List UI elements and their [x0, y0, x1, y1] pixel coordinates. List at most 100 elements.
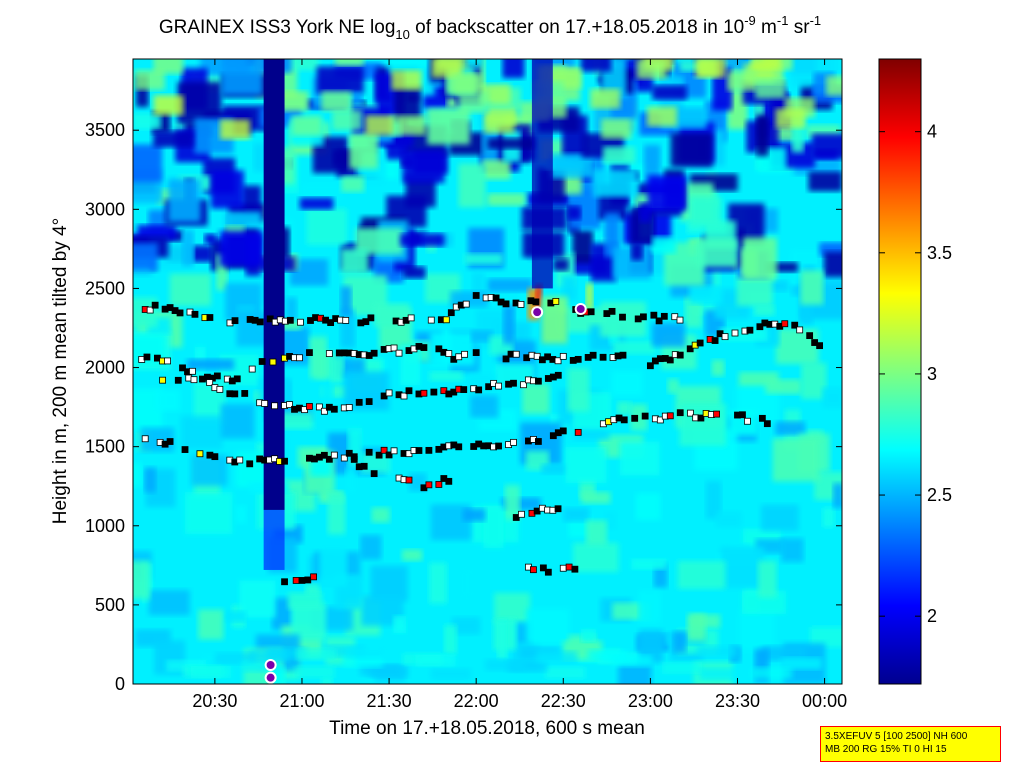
texture-cell — [332, 110, 363, 131]
layer-marker — [510, 379, 517, 387]
texture-cell — [567, 367, 590, 412]
layer-marker — [367, 314, 375, 322]
texture-cell — [775, 421, 806, 436]
texture-cell — [360, 535, 382, 560]
texture-cell — [482, 159, 511, 180]
layer-marker — [640, 313, 647, 321]
texture-cell — [636, 59, 667, 79]
layer-marker — [816, 342, 824, 350]
texture-cell — [536, 651, 577, 664]
layer-marker — [447, 309, 455, 317]
texture-cell — [541, 463, 568, 475]
layer-marker — [325, 350, 333, 357]
texture-cell — [133, 243, 158, 270]
layer-marker — [455, 353, 463, 361]
low-column — [531, 59, 553, 289]
layer-marker — [559, 564, 567, 572]
layer-marker — [512, 350, 520, 358]
texture-cell — [349, 134, 378, 169]
texture-cell — [253, 143, 266, 172]
texture-cell — [580, 629, 596, 643]
layer-marker — [599, 353, 607, 361]
layer-marker — [646, 362, 654, 370]
colorbar-tick-label: 3 — [927, 364, 937, 384]
texture-cell — [604, 212, 620, 257]
layer-marker — [296, 354, 303, 362]
layer-marker — [696, 339, 704, 347]
texture-cell — [345, 467, 357, 494]
texture-cell — [487, 193, 526, 206]
layer-marker — [181, 446, 189, 453]
texture-cell — [522, 383, 550, 414]
texture-cell — [727, 90, 748, 130]
layer-marker — [472, 349, 480, 356]
texture-cell — [638, 590, 661, 624]
layer-marker — [455, 443, 463, 451]
layer-marker — [520, 381, 527, 389]
layer-marker — [241, 390, 249, 397]
layer-marker — [179, 364, 186, 372]
layer-marker — [495, 382, 502, 390]
texture-cell — [751, 59, 782, 70]
texture-cell — [689, 285, 723, 305]
x-tick-label: 21:00 — [279, 691, 324, 711]
texture-cell — [516, 47, 538, 57]
circle-marker — [574, 303, 587, 315]
texture-cell — [360, 453, 390, 473]
layer-marker — [342, 316, 350, 324]
layer-marker — [269, 358, 277, 366]
layer-marker — [620, 416, 628, 424]
y-tick-label: 1000 — [85, 516, 125, 536]
texture-cell — [822, 387, 842, 409]
layer-marker — [345, 449, 353, 457]
texture-cell — [679, 60, 711, 72]
texture-cell — [335, 59, 364, 66]
texture-cell — [148, 589, 190, 616]
layer-marker — [517, 301, 525, 308]
layer-marker — [711, 337, 719, 344]
texture-cell — [393, 615, 407, 634]
texture-cell — [695, 59, 726, 78]
layer-marker — [445, 477, 453, 485]
layer-marker — [191, 310, 199, 318]
layer-marker — [565, 563, 573, 571]
layer-marker — [660, 312, 668, 320]
texture-cell — [647, 106, 678, 127]
layer-marker — [495, 442, 502, 450]
texture-cell — [305, 584, 321, 596]
texture-cell — [153, 130, 194, 148]
layer-marker — [559, 352, 567, 360]
x-tick-label: 21:30 — [367, 691, 412, 711]
layer-marker — [390, 447, 398, 455]
texture-cell — [502, 59, 525, 79]
layer-marker — [246, 460, 254, 468]
layer-marker — [518, 510, 525, 518]
warm-plume — [585, 283, 593, 309]
layer-marker — [554, 371, 562, 379]
y-tick-label: 500 — [95, 595, 125, 615]
layer-marker — [370, 349, 378, 357]
layer-marker — [687, 409, 694, 417]
texture-cell — [187, 358, 235, 370]
layer-marker — [325, 455, 333, 463]
layer-marker — [143, 353, 151, 361]
layer-marker — [164, 357, 171, 365]
texture-cell — [365, 115, 396, 136]
texture-cell — [494, 592, 530, 623]
colorbar-tick-label: 3.5 — [927, 243, 952, 263]
texture-cell — [639, 202, 651, 223]
y-axis: 0 500 1000 1500 2000 2500 3000 3500 — [85, 120, 842, 694]
layer-marker — [806, 332, 814, 340]
texture-cell — [485, 658, 526, 671]
texture-cell — [225, 610, 247, 623]
texture-cell — [800, 270, 824, 305]
texture-cell — [757, 560, 777, 598]
texture-cell — [177, 81, 222, 125]
layer-marker — [281, 457, 288, 465]
x-tick-label: 22:30 — [541, 691, 586, 711]
texture-cell — [647, 175, 687, 211]
layer-marker — [641, 412, 649, 420]
layer-marker — [258, 358, 266, 365]
texture-cell — [391, 70, 422, 91]
layer-marker — [340, 454, 348, 462]
